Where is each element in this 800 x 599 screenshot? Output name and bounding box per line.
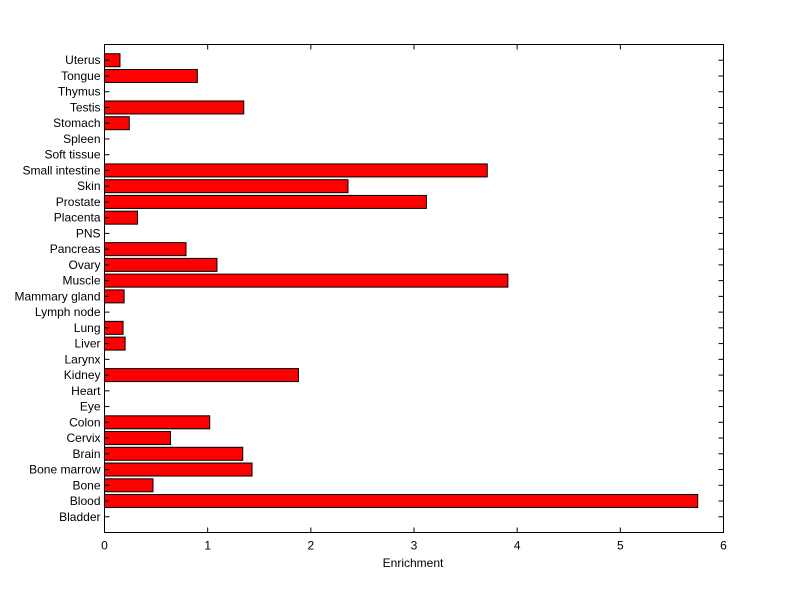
x-tick-label: 3 [411,539,418,553]
y-tick-label-bone: Bone [72,478,100,492]
x-tick-label: 4 [514,539,521,553]
x-axis-title: Enrichment [383,556,444,570]
y-tick-label-lung: Lung [74,321,101,335]
y-tick-label-bone-marrow: Bone marrow [29,463,101,477]
y-tick-label-mammary-gland: Mammary gland [14,289,100,303]
bar-tongue [104,68,198,83]
x-tick-label: 6 [720,539,727,553]
y-tick-label-pns: PNS [76,226,101,240]
bar-blood [104,494,699,509]
y-tick-label-blood: Blood [70,494,101,508]
bar-small-intestine [104,163,488,178]
y-tick-label-bladder: Bladder [59,510,100,524]
bar-testis [104,100,245,115]
y-tick-label-testis: Testis [70,100,101,114]
x-tick-label: 0 [101,539,108,553]
bar-bone-marrow [104,462,253,477]
bar-colon [104,415,211,430]
y-tick-label-prostate: Prostate [56,195,101,209]
y-tick-label-thymus: Thymus [58,85,101,99]
y-tick-label-lymph-node: Lymph node [35,305,101,319]
y-tick-label-larynx: Larynx [64,352,100,366]
x-tick-label: 2 [307,539,314,553]
y-tick-label-heart: Heart [71,384,101,398]
y-tick-label-kidney: Kidney [64,368,101,382]
y-tick-label-stomach: Stomach [53,116,100,130]
y-tick-label-uterus: Uterus [65,53,100,67]
y-tick-label-brain: Brain [72,447,100,461]
y-tick-label-cervix: Cervix [66,431,100,445]
bar-ovary [104,257,218,272]
bar-bone [104,478,154,493]
plot-frame [104,44,724,533]
y-tick-label-eye: Eye [80,400,101,414]
bar-kidney [104,368,299,383]
bar-prostate [104,194,427,209]
y-tick-label-soft-tissue: Soft tissue [44,148,100,162]
y-tick-label-liver: Liver [74,337,100,351]
bar-brain [104,446,244,461]
bar-pancreas [104,242,187,257]
y-tick-label-muscle: Muscle [62,274,100,288]
bar-skin [104,179,349,194]
x-tick-label: 5 [617,539,624,553]
y-tick-label-pancreas: Pancreas [50,242,101,256]
y-tick-label-spleen: Spleen [63,132,100,146]
y-tick-label-small-intestine: Small intestine [22,163,100,177]
y-tick-label-ovary: Ovary [68,258,100,272]
y-tick-label-colon: Colon [69,415,100,429]
x-tick-label: 1 [204,539,211,553]
y-tick-label-placenta: Placenta [54,211,101,225]
y-tick-label-skin: Skin [77,179,100,193]
y-tick-label-tongue: Tongue [61,69,101,83]
bar-muscle [104,273,509,288]
bar-cervix [104,431,172,446]
